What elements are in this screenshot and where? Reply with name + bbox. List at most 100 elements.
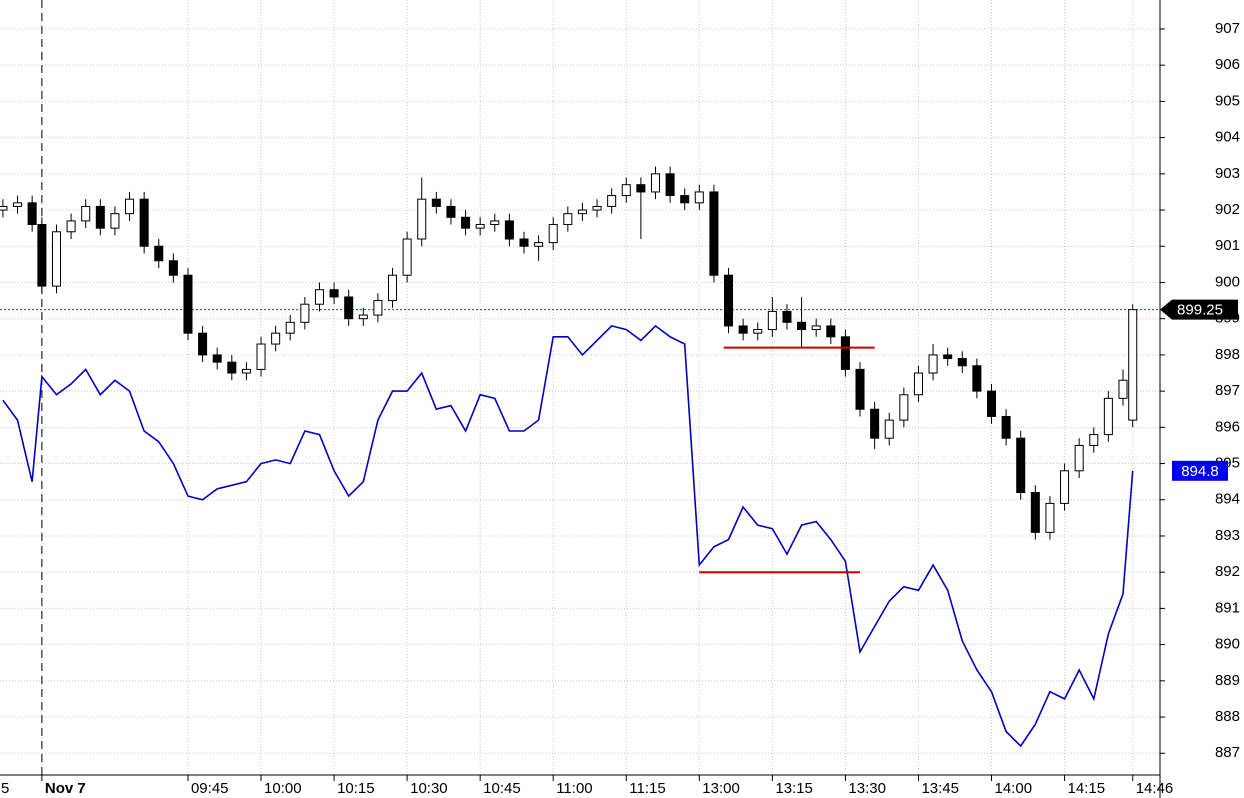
candle-body	[1089, 434, 1099, 446]
candle-body	[431, 198, 441, 207]
candle-body	[95, 205, 105, 229]
candle-body	[183, 274, 193, 334]
x-tick-label: 13:15	[775, 780, 813, 797]
candle-body	[650, 173, 661, 193]
y-tick-label: 906	[1215, 56, 1240, 73]
candle-body	[344, 296, 354, 320]
candle-body	[767, 310, 777, 331]
candle-body	[1045, 502, 1055, 533]
candle-body	[1074, 444, 1084, 472]
y-tick-label: 891	[1215, 599, 1240, 616]
y-tick-label: 888	[1215, 708, 1240, 725]
candle-body	[738, 325, 748, 334]
candle-body	[855, 368, 865, 410]
x-tick-label: 5	[1, 780, 9, 797]
x-tick-label: 11:15	[629, 780, 665, 797]
candle-body	[592, 205, 602, 211]
candle-body	[724, 274, 734, 327]
candle-body	[329, 289, 339, 298]
candle-body	[986, 390, 997, 417]
candle-body	[621, 184, 631, 197]
candle-body	[577, 209, 587, 215]
candle-body	[402, 238, 412, 276]
x-tick-label: 13:45	[921, 780, 959, 797]
candle-body	[51, 231, 62, 287]
candle-body	[241, 368, 251, 374]
candle-body	[1016, 437, 1026, 494]
candle-body	[840, 336, 850, 370]
x-tick-label: 10:30	[410, 780, 448, 797]
candle-body	[563, 213, 573, 226]
candle-body	[913, 372, 923, 396]
candle-body	[314, 289, 324, 305]
y-tick-label: 903	[1215, 165, 1240, 182]
candle-body	[709, 191, 719, 276]
y-tick-label: 904	[1215, 129, 1240, 146]
x-tick-label: 14:46	[1136, 780, 1174, 797]
candle-body	[782, 310, 792, 323]
y-tick-label: 900	[1215, 273, 1240, 290]
candle-body	[811, 325, 821, 331]
x-tick-label: Nov 7	[45, 780, 86, 797]
y-tick-label: 896	[1215, 418, 1240, 435]
candle-body	[168, 260, 178, 276]
candle-body	[271, 332, 281, 345]
candle-body	[13, 202, 23, 207]
candle-body	[519, 238, 529, 247]
candle-body	[928, 354, 938, 374]
line-series	[2, 324, 1134, 748]
candle-body	[125, 198, 135, 215]
x-tick-label: 10:45	[483, 780, 521, 797]
y-tick-label: 905	[1215, 92, 1240, 109]
candle-body	[212, 354, 222, 363]
candle-body	[1060, 470, 1070, 504]
candle-body	[198, 332, 208, 356]
candle-body	[870, 408, 880, 439]
candle-body	[110, 213, 120, 229]
candle-body	[37, 224, 47, 287]
y-tick-label: 893	[1215, 527, 1240, 544]
candle-body	[899, 394, 909, 421]
candle-body	[826, 325, 836, 338]
candle-body	[694, 191, 704, 204]
candle-body	[475, 224, 485, 229]
candle-body	[285, 321, 295, 334]
candle-body	[548, 224, 558, 244]
candle-body	[300, 303, 310, 323]
candle-body	[227, 361, 237, 374]
y-tick-label: 887	[1215, 744, 1240, 761]
candle-body	[753, 329, 763, 334]
candle-body	[665, 173, 675, 197]
candle-body	[139, 198, 149, 247]
y-tick-label: 901	[1215, 237, 1240, 254]
candle-body	[358, 314, 368, 320]
candle-body	[446, 205, 456, 218]
candle-body	[504, 220, 514, 240]
x-tick-label: 11:00	[556, 780, 592, 797]
candle-body	[490, 220, 500, 226]
x-tick-label: 10:00	[264, 780, 302, 797]
y-tick-label: 894	[1215, 491, 1240, 508]
price-tag-label: 899.25	[1177, 302, 1223, 319]
candle-body	[0, 205, 8, 211]
price-tag-label: 894.8	[1181, 463, 1219, 480]
y-tick-label: 890	[1215, 636, 1240, 653]
candle-body	[387, 274, 398, 302]
candle-body	[1128, 309, 1138, 421]
candle-body	[417, 198, 427, 240]
x-tick-label: 10:15	[337, 780, 375, 797]
price-tag	[1172, 460, 1228, 481]
candle-body	[1001, 415, 1011, 439]
y-tick-label: 892	[1215, 563, 1240, 580]
candle-body	[461, 216, 471, 229]
x-tick-label: 14:00	[995, 780, 1033, 797]
x-tick-label: 13:00	[702, 780, 740, 797]
y-tick-label: 889	[1215, 672, 1240, 689]
candle-body	[1030, 492, 1040, 533]
x-tick-label: 14:15	[1068, 780, 1106, 797]
candle-body	[957, 358, 967, 367]
candle-body	[1118, 379, 1128, 399]
candle-body	[680, 195, 690, 204]
